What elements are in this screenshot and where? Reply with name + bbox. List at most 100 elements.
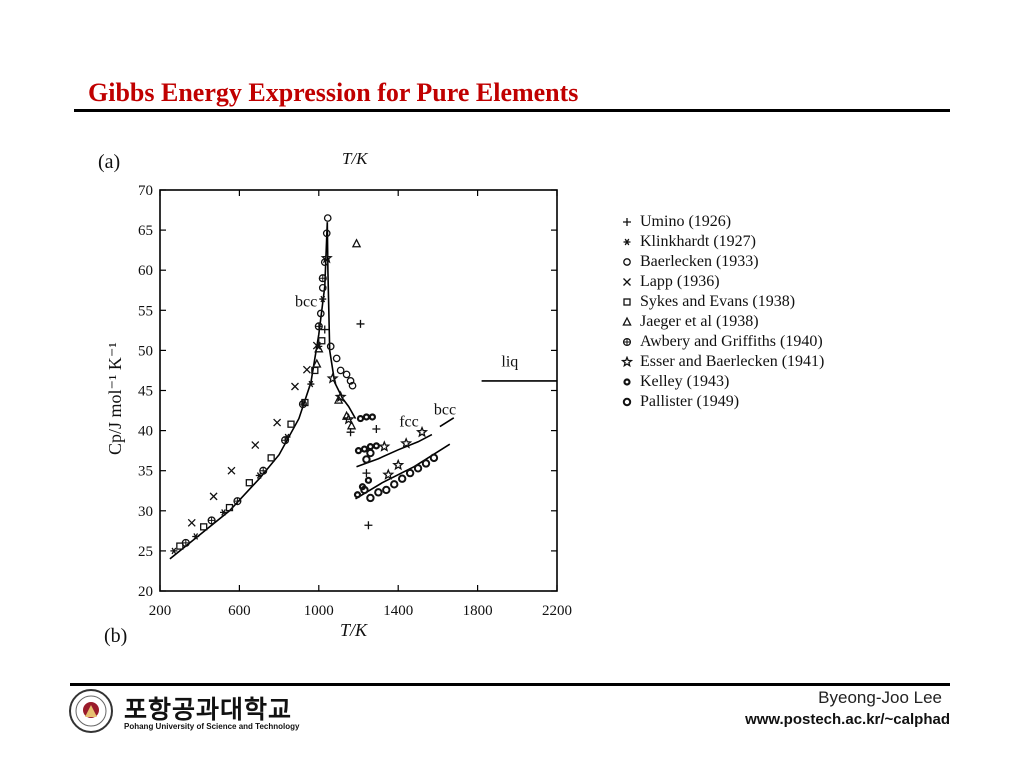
data-point: [413, 464, 423, 473]
y-tick-label: 65: [138, 223, 153, 239]
data-point: [251, 441, 260, 449]
legend-item: Baerlecken (1933): [614, 252, 824, 272]
annotation-liq: liq: [501, 353, 518, 370]
data-point: [281, 436, 290, 445]
data-point: [320, 325, 329, 334]
data-point: [322, 229, 331, 238]
x-axis-label: T/K: [340, 620, 368, 640]
data-point: [360, 445, 369, 453]
data-point: [267, 454, 275, 462]
legend-item: Kelley (1943): [614, 372, 824, 392]
data-point: [346, 420, 357, 430]
y-tick-label: 60: [138, 263, 153, 279]
legend-marker-shape: [621, 356, 633, 368]
legend-item: Lapp (1936): [614, 272, 824, 292]
legend-marker-circle: [614, 256, 640, 268]
legend-item: Umino (1926): [614, 212, 824, 232]
data-point: [334, 390, 347, 403]
data-point: [378, 440, 391, 452]
legend-marker-shape: [622, 397, 632, 407]
data-point: [176, 542, 184, 550]
data-point: [298, 400, 307, 409]
legend-marker-star5: [614, 356, 640, 368]
data-point: [323, 214, 332, 222]
data-point: [336, 366, 345, 375]
data-point: [301, 398, 309, 407]
legend-label: Lapp (1936): [640, 273, 720, 290]
x-tick-label: 600: [228, 603, 251, 619]
data-point: [382, 468, 395, 480]
university-name-korean: 포항공과대학교: [124, 695, 293, 724]
data-point: [405, 468, 415, 478]
title-divider: [74, 109, 950, 112]
data-point: [318, 337, 326, 345]
data-point: [364, 521, 373, 530]
legend-marker-triangle: [614, 316, 640, 328]
legend-marker-flower: [614, 376, 640, 388]
y-tick-label: 35: [138, 464, 153, 480]
data-point: [227, 466, 236, 475]
legend-marker-circleplus: [614, 336, 640, 348]
chart-legend: Umino (1926) Klinkhardt (1927) Baerlecken …: [614, 212, 824, 412]
data-point: [353, 491, 362, 499]
data-point: [362, 413, 371, 421]
legend-label: Esser and Baerlecken (1941): [640, 353, 825, 370]
data-point: [200, 523, 208, 531]
legend-marker-ring: [614, 396, 640, 408]
y-tick-label: 45: [138, 384, 153, 400]
legend-label: Baerlecken (1933): [640, 253, 759, 270]
data-point: [316, 309, 325, 318]
data-point: [187, 518, 196, 527]
legend-marker-shape: [623, 298, 631, 306]
data-point: [368, 413, 376, 421]
data-point: [397, 474, 407, 483]
data-point: [314, 322, 323, 331]
data-point: [348, 381, 357, 390]
data-point: [400, 437, 413, 449]
data-point: [207, 516, 216, 525]
data-point: [356, 414, 365, 423]
data-point: [291, 382, 299, 391]
data-point: [372, 424, 381, 433]
curve-bcc-high: [439, 417, 455, 428]
data-point: [366, 443, 375, 451]
footer-divider: [70, 683, 950, 686]
data-point: [273, 418, 282, 427]
legend-marker-plus: [614, 216, 640, 228]
annotation-bcc: bcc: [295, 293, 317, 310]
legend-marker-x: [614, 276, 640, 288]
data-point: [318, 274, 327, 283]
data-point: [382, 485, 391, 495]
legend-marker-shape: [623, 278, 631, 286]
x-tick-label: 200: [149, 603, 172, 619]
data-point: [302, 365, 311, 374]
curve-bcc: [169, 222, 357, 560]
data-point: [360, 485, 369, 495]
legend-item: Jaeger et al (1938): [614, 312, 824, 332]
legend-label: Jaeger et al (1938): [640, 313, 759, 330]
x-tick-label: 1800: [463, 603, 493, 619]
y-tick-label: 30: [138, 504, 153, 520]
x-tick-label: 1400: [383, 603, 413, 619]
x-tick-label: 1000: [304, 603, 334, 619]
data-point: [319, 295, 327, 303]
data-point: [326, 342, 335, 351]
data-point: [233, 497, 242, 506]
data-point: [170, 547, 178, 555]
data-point: [209, 492, 218, 501]
data-point: [342, 413, 355, 425]
legend-label: Awbery and Griffiths (1940): [640, 333, 823, 350]
legend-item: Pallister (1949): [614, 392, 824, 412]
top-axis-label: T/K: [342, 149, 369, 168]
data-point: [366, 493, 375, 503]
legend-label: Kelley (1943): [640, 373, 730, 390]
data-point: [415, 425, 429, 438]
y-tick-label: 70: [138, 183, 153, 199]
y-tick-label: 55: [138, 303, 153, 319]
data-point: [374, 488, 383, 497]
author-name: Byeong-Joo Lee: [818, 688, 942, 707]
legend-label: Pallister (1949): [640, 393, 740, 410]
data-point: [429, 453, 439, 463]
data-point: [320, 251, 333, 264]
